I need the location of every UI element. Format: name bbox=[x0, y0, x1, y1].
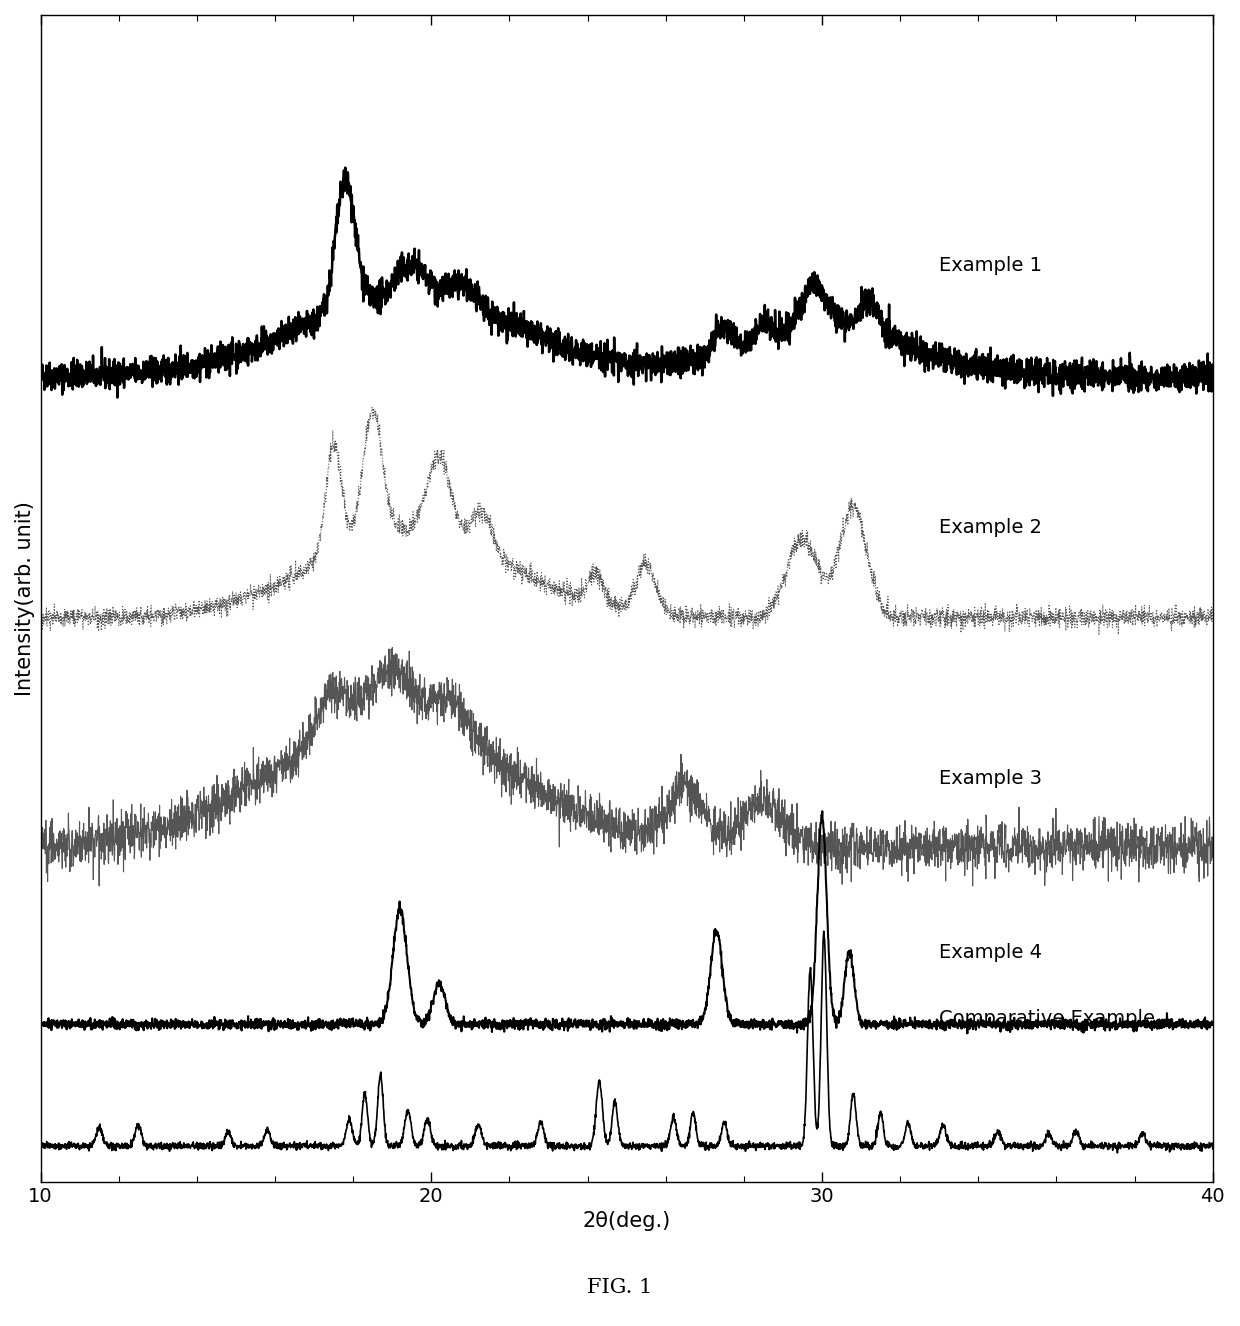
Text: Example 1: Example 1 bbox=[939, 256, 1042, 276]
Text: Example 3: Example 3 bbox=[939, 769, 1042, 788]
Y-axis label: Intensity(arb. unit): Intensity(arb. unit) bbox=[15, 501, 35, 696]
X-axis label: 2θ(deg.): 2θ(deg.) bbox=[583, 1212, 671, 1232]
Text: Example 4: Example 4 bbox=[939, 944, 1042, 963]
Text: Example 2: Example 2 bbox=[939, 518, 1042, 537]
Text: Comparative Example: Comparative Example bbox=[939, 1009, 1156, 1028]
Text: FIG. 1: FIG. 1 bbox=[588, 1278, 652, 1297]
